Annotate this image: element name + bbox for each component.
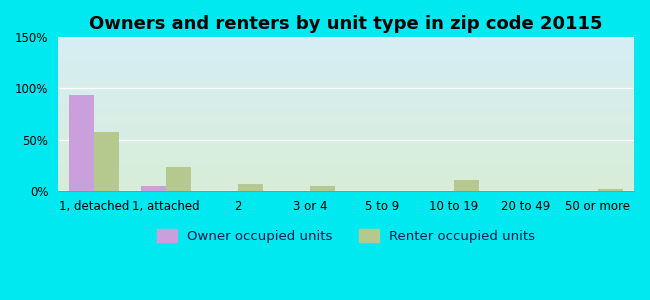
Legend: Owner occupied units, Renter occupied units: Owner occupied units, Renter occupied un… bbox=[153, 225, 540, 247]
Bar bbox=[238, 184, 263, 191]
Bar bbox=[310, 186, 335, 191]
Bar bbox=[141, 186, 166, 191]
Bar bbox=[166, 167, 191, 191]
Bar bbox=[598, 189, 623, 191]
Bar bbox=[454, 181, 479, 191]
Bar bbox=[69, 94, 94, 191]
Title: Owners and renters by unit type in zip code 20115: Owners and renters by unit type in zip c… bbox=[89, 15, 603, 33]
Bar bbox=[94, 132, 120, 191]
